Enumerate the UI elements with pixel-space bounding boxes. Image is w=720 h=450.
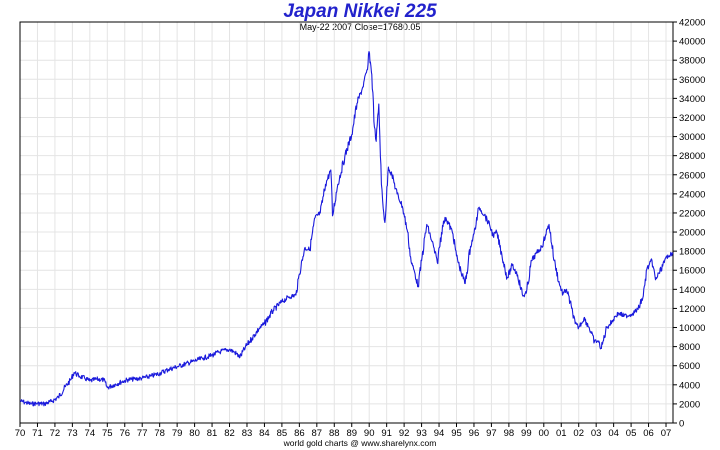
x-tick-label: 94 [434,428,445,439]
x-tick-label: 05 [626,428,637,439]
x-tick-label: 91 [381,428,392,439]
y-tick-label: 26000 [679,170,705,181]
nikkei-series-line [19,51,674,407]
y-tick-label: 22000 [679,208,705,219]
x-tick-label: 03 [591,428,602,439]
y-tick-label: 38000 [679,56,705,67]
x-tick-label: 83 [242,428,253,439]
x-tick-label: 06 [643,428,654,439]
y-axis: 0 2000 4000 6000 8000 10000 12000 14000 16000 180… [673,18,705,430]
x-tick-label: 88 [329,428,340,439]
x-tick-label: 96 [469,428,480,439]
y-tick-label: 28000 [679,151,705,162]
x-tick-label: 07 [661,428,672,439]
y-tick-label: 14000 [679,285,705,296]
x-tick-label: 82 [224,428,235,439]
y-tick-label: 6000 [679,361,700,372]
x-tick-label: 87 [312,428,323,439]
x-tick-label: 81 [207,428,218,439]
y-tick-label: 8000 [679,342,700,353]
x-tick-label: 76 [119,428,130,439]
y-tick-label: 40000 [679,37,705,48]
y-tick-label: 30000 [679,132,705,143]
x-tick-label: 01 [556,428,567,439]
y-tick-label: 0 [679,419,684,430]
y-tick-label: 32000 [679,113,705,124]
x-tick-label: 99 [521,428,532,439]
x-tick-label: 85 [277,428,288,439]
x-tick-label: 98 [504,428,515,439]
series-layer [19,51,674,407]
y-tick-label: 16000 [679,266,705,277]
y-tick-label: 18000 [679,247,705,258]
x-tick-label: 72 [50,428,61,439]
x-tick-label: 02 [573,428,584,439]
x-tick-label: 70 [15,428,26,439]
x-tick-label: 86 [294,428,305,439]
x-tick-label: 75 [102,428,113,439]
x-tick-label: 73 [67,428,78,439]
x-tick-label: 90 [364,428,375,439]
chart-subtitle: May-22 2007 Close=17680.05 [299,22,421,32]
x-tick-label: 00 [539,428,550,439]
plot-frame [19,21,674,424]
x-tick-label: 74 [85,428,96,439]
x-tick-label: 89 [346,428,357,439]
x-tick-label: 04 [608,428,619,439]
x-tick-label: 71 [32,428,43,439]
chart-title: Japan Nikkei 225 [283,1,437,22]
x-tick-label: 93 [416,428,427,439]
y-tick-label: 24000 [679,189,705,200]
y-tick-label: 42000 [679,18,705,29]
x-tick-label: 77 [137,428,148,439]
y-tick-label: 12000 [679,304,705,315]
chart-footer: world gold charts @ www.sharelynx.com [283,438,437,448]
x-tick-label: 95 [451,428,462,439]
x-tick-label: 97 [486,428,497,439]
y-tick-label: 2000 [679,399,700,410]
x-tick-label: 84 [259,428,270,439]
x-axis: 70 71 72 73 74 75 76 77 78 79 80 81 82 83 84 85 86 87 88 89… [15,423,672,439]
y-tick-label: 10000 [679,323,705,334]
y-tick-label: 20000 [679,228,705,239]
x-tick-label: 92 [399,428,410,439]
x-tick-label: 79 [172,428,183,439]
x-tick-label: 80 [189,428,200,439]
y-tick-label: 36000 [679,75,705,86]
y-tick-label: 4000 [679,380,700,391]
y-tick-label: 34000 [679,94,705,105]
x-tick-label: 78 [154,428,165,439]
grid-lines [19,21,673,424]
